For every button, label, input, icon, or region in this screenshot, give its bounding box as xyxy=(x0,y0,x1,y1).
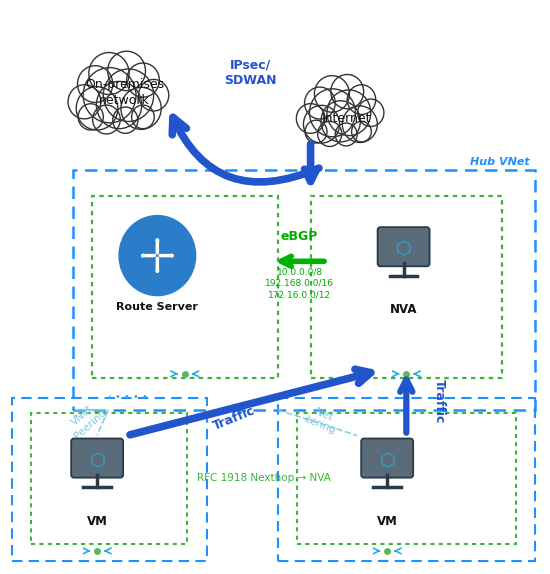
Circle shape xyxy=(96,82,142,129)
Circle shape xyxy=(119,216,196,296)
Bar xyxy=(31,413,188,544)
Bar xyxy=(278,398,535,561)
Bar xyxy=(92,196,278,378)
Circle shape xyxy=(76,87,118,130)
Circle shape xyxy=(342,106,377,142)
Circle shape xyxy=(310,89,355,137)
Text: Route Server: Route Server xyxy=(117,302,199,312)
Circle shape xyxy=(315,76,349,112)
Circle shape xyxy=(347,85,376,114)
Text: RFC 1918 Nexthop → NVA: RFC 1918 Nexthop → NVA xyxy=(197,474,331,483)
Circle shape xyxy=(131,105,155,129)
Text: VM: VM xyxy=(377,515,398,528)
Circle shape xyxy=(108,51,145,91)
Text: VNet
Peering: VNet Peering xyxy=(64,398,108,441)
Circle shape xyxy=(305,87,335,119)
Circle shape xyxy=(335,123,357,146)
Circle shape xyxy=(78,104,103,130)
Text: ‹ • • • •: ‹ • • • • xyxy=(108,391,148,402)
Circle shape xyxy=(113,107,138,133)
Text: 10.0.0.0/8
192.168.0.0/16
172.16.0.0/12: 10.0.0.0/8 192.168.0.0/16 172.16.0.0/12 xyxy=(265,267,334,300)
FancyBboxPatch shape xyxy=(361,439,413,478)
Bar xyxy=(297,413,516,544)
Text: IPsec/
SDWAN: IPsec/ SDWAN xyxy=(224,59,277,87)
Text: NVA: NVA xyxy=(390,303,417,316)
Circle shape xyxy=(121,87,161,129)
Text: VM: VM xyxy=(87,515,108,528)
Circle shape xyxy=(321,101,360,142)
Text: ⬡: ⬡ xyxy=(395,241,411,259)
Circle shape xyxy=(296,104,325,133)
Circle shape xyxy=(78,65,113,102)
Circle shape xyxy=(331,75,364,109)
Circle shape xyxy=(68,85,101,119)
FancyBboxPatch shape xyxy=(71,439,123,478)
Circle shape xyxy=(92,105,120,134)
Circle shape xyxy=(358,99,384,126)
Text: Hub VNet: Hub VNet xyxy=(470,157,530,167)
Circle shape xyxy=(327,90,371,135)
Text: ⬡: ⬡ xyxy=(379,452,395,470)
FancyBboxPatch shape xyxy=(378,227,430,266)
Circle shape xyxy=(318,121,342,146)
Circle shape xyxy=(304,106,339,143)
Circle shape xyxy=(89,52,129,95)
Text: ⬡: ⬡ xyxy=(89,452,105,470)
Text: eBGP: eBGP xyxy=(281,230,318,243)
Circle shape xyxy=(351,121,371,142)
Circle shape xyxy=(83,68,136,123)
Circle shape xyxy=(139,79,169,111)
Text: Net
eering: Net eering xyxy=(302,404,341,436)
Text: Traffic: Traffic xyxy=(211,404,257,433)
Circle shape xyxy=(305,120,327,143)
Bar xyxy=(12,398,207,561)
Circle shape xyxy=(103,69,153,122)
Text: On-premises
network: On-premises network xyxy=(85,78,164,107)
Text: Internet: Internet xyxy=(321,112,371,125)
Bar xyxy=(311,196,502,378)
Text: Traffic: Traffic xyxy=(433,379,446,424)
Circle shape xyxy=(126,63,160,97)
Bar xyxy=(73,170,535,410)
FancyArrowPatch shape xyxy=(172,118,319,182)
